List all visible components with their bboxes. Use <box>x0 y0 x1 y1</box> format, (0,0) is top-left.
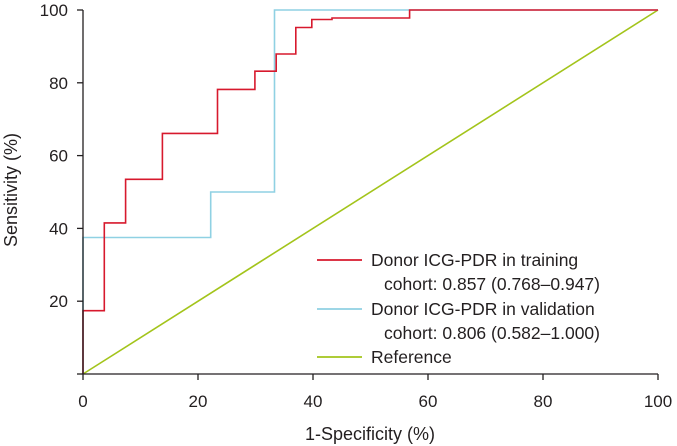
y-tick-label: 100 <box>40 1 68 20</box>
x-tick-label: 60 <box>419 392 438 411</box>
series-line-1 <box>82 9 658 374</box>
legend-label-1: cohort: 0.857 (0.768–0.947) <box>384 274 600 294</box>
y-tick-label: 20 <box>49 292 68 311</box>
legend-label-2: Donor ICG-PDR in validation <box>371 299 595 319</box>
x-tick-label: 100 <box>644 392 672 411</box>
legend-label-2: cohort: 0.806 (0.582–1.000) <box>384 323 600 343</box>
legend-label-3: Reference <box>371 347 452 367</box>
y-tick-label: 60 <box>49 147 68 166</box>
series-line-3 <box>82 9 659 375</box>
y-tick-label: 40 <box>49 219 68 238</box>
legend-label-1: Donor ICG-PDR in training <box>371 250 578 270</box>
tick-layer: 0 20 40 60 80 100 20 40 60 80 100 <box>40 1 673 411</box>
y-axis-title: Sensitivity (%) <box>1 133 21 247</box>
x-tick-label: 0 <box>78 392 87 411</box>
x-tick-label: 80 <box>534 392 553 411</box>
series-layer <box>82 9 659 375</box>
legend: Donor ICG-PDR in training cohort: 0.857 (… <box>317 250 600 367</box>
x-tick-label: 40 <box>304 392 323 411</box>
y-tick-label: 80 <box>49 74 68 93</box>
x-axis-title: 1-Specificity (%) <box>305 424 435 444</box>
x-tick-label: 20 <box>189 392 208 411</box>
